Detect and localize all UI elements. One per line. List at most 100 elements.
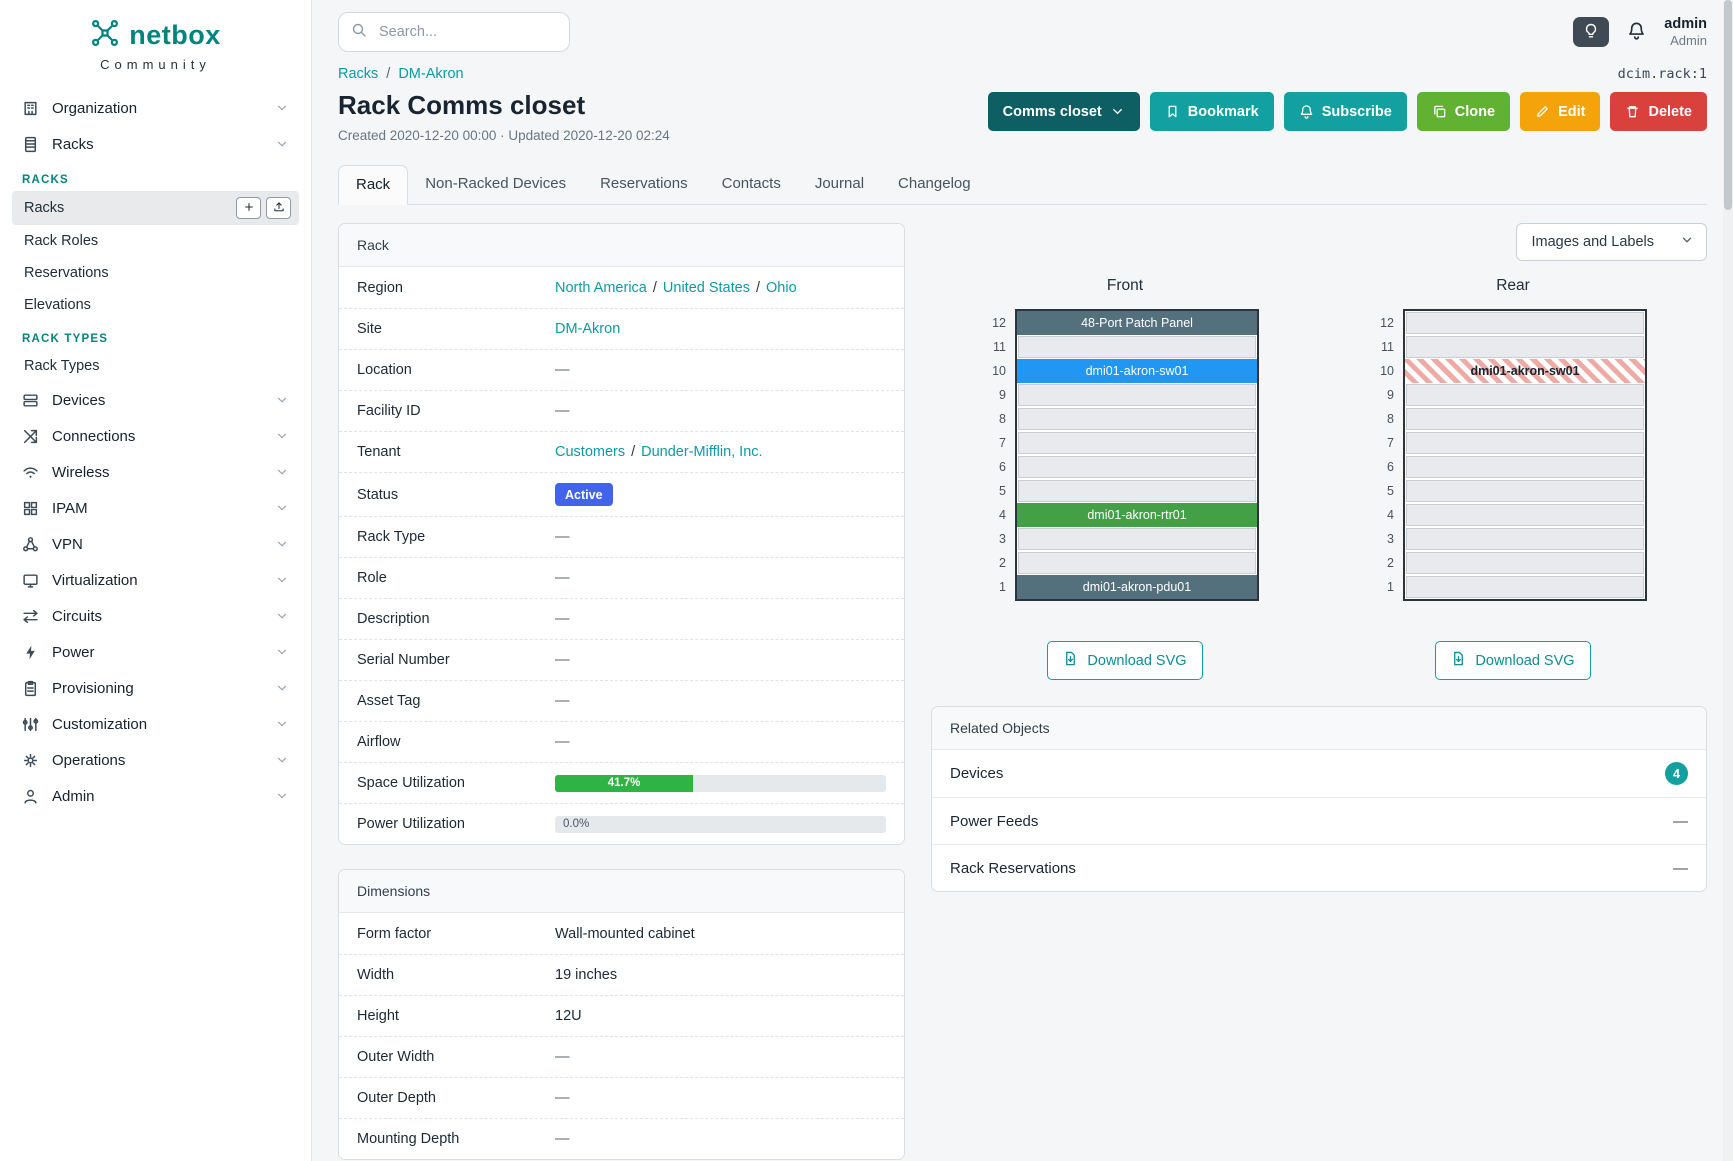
sidebar-item-ipam[interactable]: IPAM [12,490,299,526]
user-menu[interactable]: admin Admin [1664,15,1707,49]
progress-fill: 41.7% [555,774,694,792]
sidebar-item-virtualization[interactable]: Virtualization [12,562,299,598]
empty-unit-3[interactable] [1406,528,1644,550]
sidebar-item-power[interactable]: Power [12,634,299,670]
empty-unit-6[interactable] [1406,456,1644,478]
button-label: Comms closet [1002,103,1102,120]
rack-device-dmi01-akron-pdu01[interactable]: dmi01-akron-pdu01 [1017,575,1257,599]
sidebar-item-racks[interactable]: Racks [12,126,299,162]
add-button[interactable] [236,197,261,219]
tab-journal[interactable]: Journal [814,175,865,192]
search-box[interactable] [338,12,570,52]
field-label: Outer Depth [357,1090,436,1106]
sidebar-subitem-rack-types[interactable]: Rack Types [12,350,299,382]
sidebar-subitem-racks[interactable]: Racks [12,191,299,225]
sidebar-item-devices[interactable]: Devices [12,382,299,418]
netbox-logo-icon [90,18,120,53]
rear-elevation-title: Rear [1496,277,1530,294]
empty-unit-1[interactable] [1406,576,1644,598]
link-dunder-mifflin-inc[interactable]: Dunder-Mifflin, Inc. [641,444,763,460]
chevron-down-icon [275,609,289,623]
rack-device-dmi01-akron-sw01[interactable]: dmi01-akron-sw01 [1405,359,1645,383]
link-united-states[interactable]: United States [662,279,750,296]
notifications-button[interactable] [1627,21,1646,43]
tab-changelog[interactable]: Changelog [898,175,971,192]
customization-icon [22,715,40,733]
front-download-svg-button[interactable]: Download SVG [1047,641,1203,680]
scrollbar-thumb[interactable] [1724,0,1732,210]
edit-button[interactable]: Edit [1520,92,1601,131]
sidebar-item-organization[interactable]: Organization [12,90,299,126]
field-label: Status [357,486,399,503]
search-input[interactable] [377,23,557,41]
clone-button[interactable]: Clone [1416,92,1511,131]
sidebar-item-wireless[interactable]: Wireless [12,454,299,490]
scrollbar[interactable] [1723,0,1733,1161]
empty-unit-3[interactable] [1018,528,1256,550]
link-customers[interactable]: Customers [555,444,626,460]
rack-elevations: Front 12 11 10 9 8 7 6 5 4 3 2 1 48-Port Patch Panel… [931,277,1707,680]
link-north-america[interactable]: North America [555,279,647,296]
empty-unit-2[interactable] [1406,552,1644,574]
theme-toggle-button[interactable] [1573,17,1610,47]
brand[interactable]: netbox Community [0,0,311,80]
empty-unit-4[interactable] [1406,504,1644,526]
related-row-devices[interactable]: Devices 4 [932,750,1706,797]
chevron-down-icon [275,717,289,731]
subscribe-button[interactable]: Subscribe [1283,92,1407,131]
tab-contacts[interactable]: Contacts [721,175,781,192]
empty-unit-5[interactable] [1018,480,1256,502]
rack-device-dmi01-akron-sw01[interactable]: dmi01-akron-sw01 [1017,359,1257,383]
breadcrumb-row: Racks / DM-Akron dcim.rack:1 [338,64,1707,82]
breadcrumb-link-dm-akron[interactable]: DM-Akron [398,66,464,82]
link-ohio[interactable]: Ohio [766,279,797,296]
sidebar-subitem-elevations[interactable]: Elevations [12,289,299,321]
rear-download-svg-button[interactable]: Download SVG [1435,641,1591,680]
empty-unit-12[interactable] [1406,312,1644,334]
empty-unit-8[interactable] [1018,408,1256,430]
rack-device-48-port-patch-panel[interactable]: 48-Port Patch Panel [1017,311,1257,335]
user-name: admin [1664,15,1707,32]
sidebar-item-provisioning[interactable]: Provisioning [12,670,299,706]
link-dm-akron[interactable]: DM-Akron [555,321,621,337]
images-and-labels-select[interactable]: Images and Labels [1516,223,1707,261]
tab-rack[interactable]: Rack [338,165,409,205]
empty-unit-9[interactable] [1406,384,1644,406]
field-label: Space Utilization [357,775,465,791]
sidebar-item-customization[interactable]: Customization [12,706,299,742]
import-button[interactable] [266,197,291,219]
related-row-power-feeds[interactable]: Power Feeds — [932,797,1706,844]
related-row-rack-reservations[interactable]: Rack Reservations — [932,844,1706,891]
field-label: Tenant [357,444,401,460]
sidebar-subitem-label: Rack Types [24,358,100,374]
sidebar-subitem-reservations[interactable]: Reservations [12,257,299,289]
comms-closet-button[interactable]: Comms closet [987,92,1140,131]
sidebar-subitem-rack-roles[interactable]: Rack Roles [12,225,299,257]
field-row-location: Location — [339,349,904,390]
sidebar-item-operations[interactable]: Operations [12,742,299,778]
sidebar-item-circuits[interactable]: Circuits [12,598,299,634]
sidebar-item-vpn[interactable]: VPN [12,526,299,562]
delete-button[interactable]: Delete [1610,92,1707,131]
empty-unit-2[interactable] [1018,552,1256,574]
empty-unit-5[interactable] [1406,480,1644,502]
empty-unit-11[interactable] [1018,336,1256,358]
tab-reservations[interactable]: Reservations [600,175,688,192]
sidebar-item-connections[interactable]: Connections [12,418,299,454]
tab-non-racked-devices[interactable]: Non-Racked Devices [425,175,567,192]
field-value: — [555,570,570,586]
bookmark-button[interactable]: Bookmark [1149,92,1274,131]
columns: Rack Region North America / United States / O… [338,205,1707,1161]
unit-number: 6 [1387,460,1394,474]
empty-unit-9[interactable] [1018,384,1256,406]
empty-unit-6[interactable] [1018,456,1256,478]
sidebar-subitem-label: Racks [24,200,65,216]
empty-unit-11[interactable] [1406,336,1644,358]
empty-unit-7[interactable] [1406,432,1644,454]
pencil-icon [1535,104,1550,119]
rack-device-dmi01-akron-rtr01[interactable]: dmi01-akron-rtr01 [1017,503,1257,527]
empty-unit-7[interactable] [1018,432,1256,454]
breadcrumb-link-racks[interactable]: Racks [338,66,379,82]
empty-unit-8[interactable] [1406,408,1644,430]
sidebar-item-admin[interactable]: Admin [12,778,299,814]
